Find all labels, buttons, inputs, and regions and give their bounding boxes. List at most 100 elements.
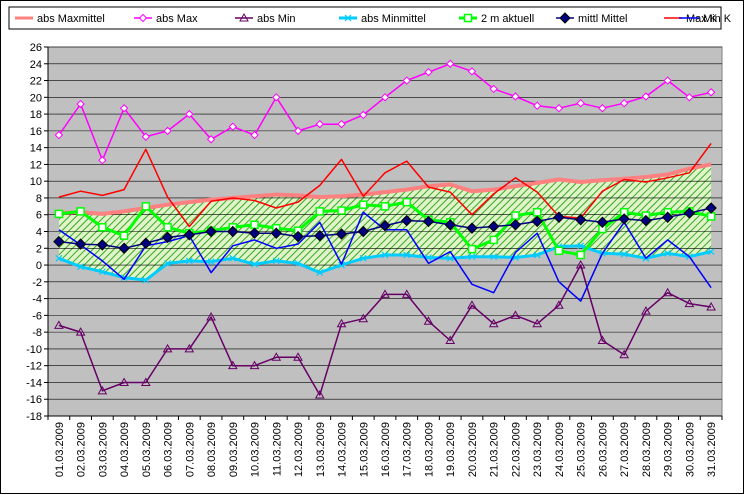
data-point — [446, 254, 454, 262]
data-point — [184, 343, 195, 353]
data-point — [314, 229, 326, 242]
data-point — [161, 231, 174, 244]
data-point — [401, 214, 413, 227]
data-point — [293, 352, 303, 361]
data-point — [620, 250, 628, 258]
data-point — [554, 300, 564, 309]
data-point — [554, 104, 564, 113]
data-point — [272, 93, 281, 102]
data-point — [206, 312, 216, 321]
x-tick-label: 24.03.2009 — [554, 422, 566, 477]
data-point — [164, 259, 172, 267]
data-point — [118, 242, 130, 254]
data-point — [706, 301, 716, 311]
data-point — [239, 12, 249, 22]
data-point — [357, 225, 369, 238]
data-point — [138, 13, 148, 23]
data-point — [559, 12, 571, 24]
y-tick-label: 16 — [30, 126, 42, 138]
data-point — [227, 360, 238, 370]
data-point — [55, 254, 63, 262]
legend: abs Maxmittel abs Max abs Min abs Minmittel… — [8, 6, 732, 30]
data-point — [141, 202, 151, 211]
legend-item: abs Min — [235, 12, 296, 25]
x-tick-label: 09.03.2009 — [228, 422, 240, 477]
data-point — [337, 206, 346, 215]
data-point — [141, 132, 151, 141]
y-tick-label: 8 — [36, 193, 42, 205]
data-point — [661, 211, 674, 223]
x-tick-label: 05.03.2009 — [141, 422, 153, 477]
legend-item: abs Max — [134, 13, 198, 25]
data-point — [619, 98, 629, 108]
data-point — [707, 248, 715, 256]
data-point — [531, 215, 543, 228]
data-point — [54, 130, 64, 140]
data-point — [272, 257, 280, 265]
data-point — [207, 258, 215, 266]
data-point — [271, 352, 282, 361]
data-point — [466, 222, 478, 234]
x-tick-label: 06.03.2009 — [163, 422, 175, 477]
data-point — [685, 93, 694, 102]
series-abs-maxmittel — [58, 162, 712, 216]
data-point — [227, 225, 239, 238]
data-point — [380, 289, 390, 298]
y-tick-label: 0 — [36, 260, 42, 272]
x-tick-label: 07.03.2009 — [184, 422, 196, 477]
data-point — [533, 251, 541, 259]
data-point — [463, 13, 473, 23]
data-point — [142, 276, 150, 284]
x-tick-label: 23.03.2009 — [532, 422, 544, 477]
y-tick-label: -8 — [32, 327, 42, 339]
data-point — [162, 343, 173, 353]
y-tick-label: 4 — [36, 227, 42, 239]
data-point — [575, 260, 586, 269]
data-point — [424, 67, 433, 77]
data-point — [618, 213, 630, 225]
data-point — [183, 229, 196, 241]
data-point — [336, 318, 347, 328]
data-point — [206, 135, 216, 144]
y-tick-label: 12 — [30, 159, 42, 171]
data-point — [185, 257, 193, 265]
data-point — [315, 119, 324, 129]
data-point — [74, 238, 87, 250]
x-tick-label: 04.03.2009 — [119, 422, 131, 477]
data-point — [380, 93, 390, 102]
data-point — [402, 76, 411, 85]
y-tick-label: 22 — [30, 76, 42, 88]
legend-label: mittl Mittel — [578, 13, 628, 25]
y-tick-label: 2 — [36, 243, 42, 255]
y-tick-label: -4 — [32, 294, 42, 306]
data-point — [335, 228, 348, 240]
data-point — [359, 254, 367, 262]
x-tick-label: 21.03.2009 — [489, 422, 501, 477]
data-point — [574, 214, 587, 226]
series-max-k — [58, 142, 712, 228]
x-tick-label: 02.03.2009 — [76, 422, 88, 477]
x-tick-label: 01.03.2009 — [54, 422, 66, 477]
data-point — [119, 231, 129, 240]
x-tick-label: 19.03.2009 — [445, 422, 457, 477]
data-point — [467, 244, 477, 254]
legend-item: mittl Mittel — [556, 12, 628, 25]
data-point — [684, 298, 695, 308]
x-tick-label: 16.03.2009 — [380, 422, 392, 477]
data-point — [98, 156, 107, 165]
data-point — [532, 318, 543, 328]
legend-item: abs Minmittel — [339, 13, 426, 25]
x-tick-label: 10.03.2009 — [250, 422, 262, 477]
data-point — [662, 287, 673, 297]
data-point — [445, 335, 456, 345]
y-tick-label: 18 — [30, 109, 42, 121]
series-line — [58, 264, 712, 396]
series-lines — [53, 59, 717, 399]
data-point — [76, 207, 85, 216]
y-tick-label: 10 — [30, 176, 42, 188]
data-point — [511, 92, 520, 101]
data-point — [553, 211, 565, 223]
y-tick-label: -18 — [26, 411, 42, 423]
data-point — [270, 227, 282, 239]
data-point — [510, 310, 521, 319]
